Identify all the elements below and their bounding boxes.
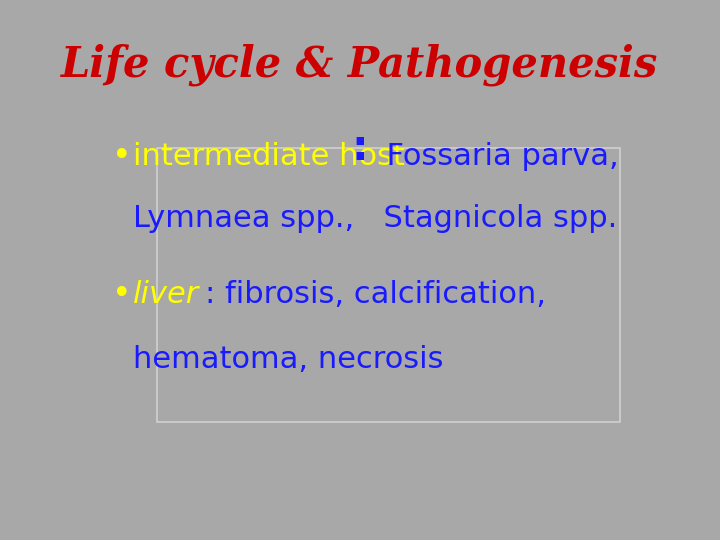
Text: Life cycle & Pathogenesis: Life cycle & Pathogenesis	[61, 44, 659, 86]
Text: liver: liver	[133, 280, 199, 309]
Text: : fibrosis, calcification,: : fibrosis, calcification,	[205, 280, 546, 309]
Text: intermediate host: intermediate host	[133, 142, 405, 171]
Text: Fossaria parva,: Fossaria parva,	[367, 142, 619, 171]
Text: •: •	[112, 278, 131, 311]
Text: •: •	[112, 140, 131, 173]
Text: hematoma, necrosis: hematoma, necrosis	[133, 345, 444, 374]
FancyBboxPatch shape	[157, 148, 620, 422]
Text: :: :	[351, 127, 368, 170]
Text: Lymnaea spp.,   Stagnicola spp.: Lymnaea spp., Stagnicola spp.	[133, 204, 618, 233]
